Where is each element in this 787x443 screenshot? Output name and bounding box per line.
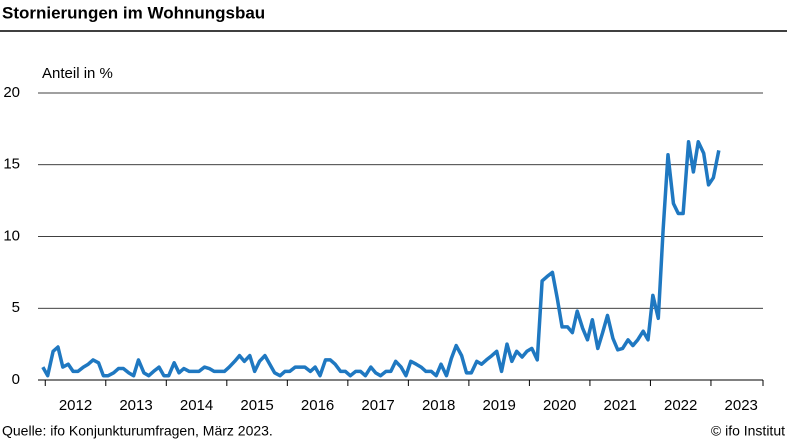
y-tick-label: 0 xyxy=(12,371,20,388)
x-tick-label: 2014 xyxy=(180,397,213,414)
y-tick-label: 5 xyxy=(12,299,20,316)
x-tick-label: 2023 xyxy=(725,397,758,414)
x-tick-label: 2022 xyxy=(664,397,697,414)
x-tick-label: 2013 xyxy=(119,397,152,414)
chart-title: Stornierungen im Wohnungsbau xyxy=(2,3,265,22)
x-tick-label: 2020 xyxy=(543,397,576,414)
source: Quelle: ifo Konjunkturumfragen, März 202… xyxy=(2,423,273,439)
credit: © ifo Institut xyxy=(711,423,785,439)
x-tick-label: 2015 xyxy=(240,397,273,414)
y-axis-label: Anteil in % xyxy=(42,65,113,82)
data-line xyxy=(41,140,721,378)
y-tick-label: 10 xyxy=(3,227,20,244)
x-tick-label: 2018 xyxy=(422,397,455,414)
y-tick-label: 15 xyxy=(3,156,20,173)
x-tick-label: 2016 xyxy=(301,397,334,414)
x-tick-label: 2012 xyxy=(59,397,92,414)
x-tick-label: 2017 xyxy=(361,397,394,414)
x-tick-label: 2021 xyxy=(603,397,636,414)
x-tick-label: 2019 xyxy=(482,397,515,414)
y-tick-label: 20 xyxy=(3,84,20,101)
